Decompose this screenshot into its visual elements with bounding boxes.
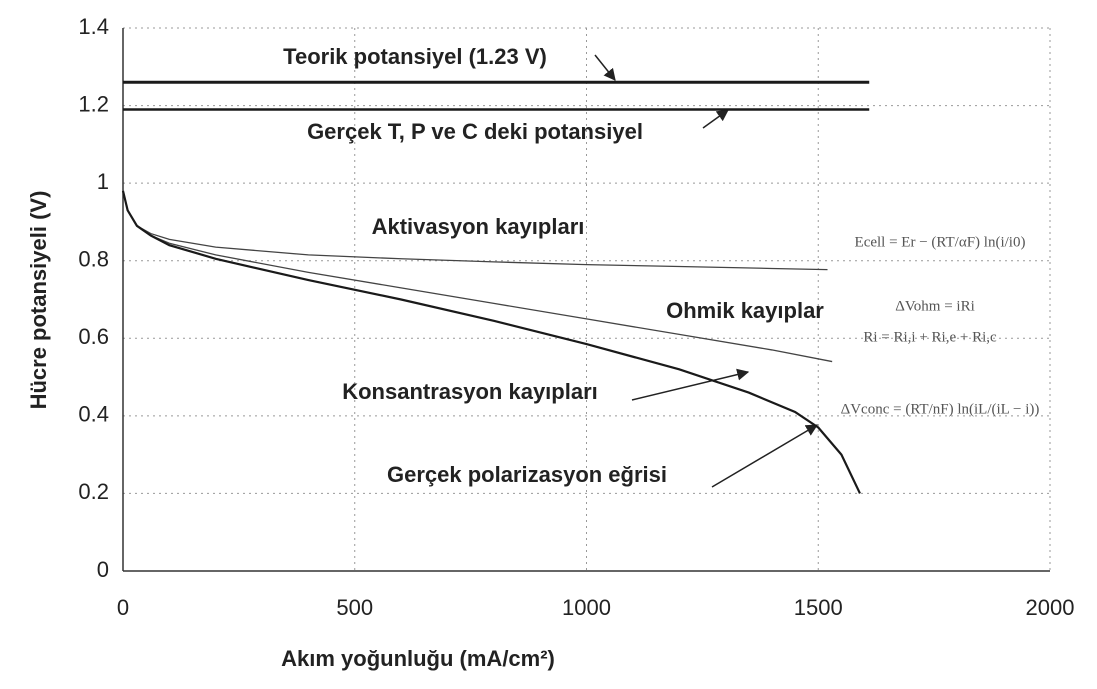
x-tick-label: 1000 bbox=[562, 595, 611, 620]
y-tick-label: 1.2 bbox=[78, 91, 109, 116]
x-tick-label: 2000 bbox=[1026, 595, 1075, 620]
x-tick-label: 500 bbox=[336, 595, 373, 620]
arrow bbox=[594, 54, 616, 81]
x-tick-label: 1500 bbox=[794, 595, 843, 620]
annotation: Ohmik kayıplar bbox=[666, 298, 824, 323]
y-axis-label: Hücre potansiyeli (V) bbox=[26, 191, 51, 410]
y-tick-label: 1.4 bbox=[78, 14, 109, 39]
equation: Ecell = Er − (RT/αF) ln(i/i0) bbox=[855, 234, 1026, 250]
y-tick-label: 0.2 bbox=[78, 479, 109, 504]
equation: ΔVohm = iRi bbox=[895, 298, 975, 314]
x-axis-label: Akım yoğunluğu (mA/cm²) bbox=[281, 646, 555, 671]
annotation: Aktivasyon kayıpları bbox=[372, 214, 585, 239]
equation: ΔVconc = (RT/nF) ln(iL/(iL − i)) bbox=[841, 401, 1040, 417]
y-tick-label: 1 bbox=[97, 169, 109, 194]
x-tick-label: 0 bbox=[117, 595, 129, 620]
equation: Ri = Ri,i + Ri,e + Ri,c bbox=[863, 329, 997, 345]
arrow bbox=[702, 109, 729, 129]
y-tick-label: 0 bbox=[97, 557, 109, 582]
series-line bbox=[121, 190, 861, 494]
arrows bbox=[594, 54, 819, 488]
annotation: Gerçek T, P ve C deki potansiyel bbox=[307, 119, 643, 144]
y-tick-label: 0.6 bbox=[78, 324, 109, 349]
annotation: Teorik potansiyel (1.23 V) bbox=[283, 44, 547, 69]
y-tick-label: 0.8 bbox=[78, 247, 109, 272]
arrow bbox=[631, 368, 750, 401]
annotation: Gerçek polarizasyon eğrisi bbox=[387, 462, 667, 487]
annotation: Konsantrasyon kayıpları bbox=[342, 379, 598, 404]
y-tick-label: 0.4 bbox=[78, 402, 109, 427]
arrow bbox=[711, 424, 819, 488]
